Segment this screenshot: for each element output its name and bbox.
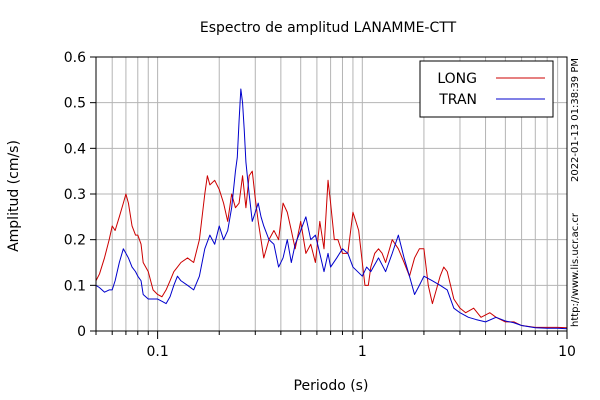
x-axis-title: Periodo (s)	[294, 378, 369, 394]
series-line-long	[95, 170, 568, 329]
x-tick-label: 0.1	[146, 344, 168, 360]
tick-labels: 0 0.1 0.2 0.3 0.4 0.5 0.6 0.1 1 10	[64, 50, 576, 360]
legend-label-long: LONG	[437, 71, 477, 87]
timestamp-text: 2022-01-13 01:38:39 PM	[570, 58, 581, 182]
legend-box	[419, 60, 554, 118]
x-tick-label: 10	[558, 344, 576, 360]
axis-ticks	[90, 56, 568, 339]
legend: LONG TRAN	[419, 60, 554, 118]
y-axis-title: Amplitud (cm/s)	[6, 140, 22, 252]
y-tick-label: 0.1	[64, 278, 86, 294]
y-tick-label: 0.4	[64, 141, 86, 157]
y-tick-label: 0.2	[64, 233, 86, 249]
chart-title: Espectro de amplitud LANAMME-CTT	[200, 20, 457, 36]
legend-label-tran: TRAN	[438, 92, 477, 108]
y-tick-label: 0.5	[64, 96, 86, 112]
y-tick-label: 0.6	[64, 50, 86, 66]
y-tick-label: 0	[77, 324, 86, 340]
series-group	[95, 88, 568, 330]
series-line-tran	[95, 88, 568, 330]
y-tick-label: 0.3	[64, 187, 86, 203]
source-url-text: http://www.lis.ucr.ac.cr	[570, 212, 581, 327]
x-tick-label: 1	[358, 344, 367, 360]
